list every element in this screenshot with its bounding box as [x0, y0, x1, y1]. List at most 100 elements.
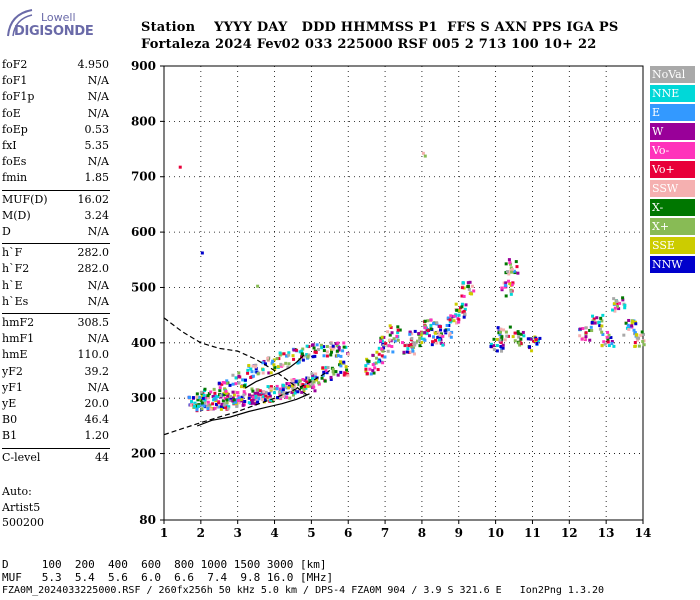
echo-point	[346, 352, 350, 356]
echo-point	[241, 402, 245, 406]
echo-point	[439, 341, 443, 345]
param-row: foF1p N/A	[2, 90, 109, 106]
echo-point	[267, 356, 271, 360]
echo-point	[194, 404, 198, 408]
echo-point	[642, 332, 646, 336]
echo-point	[262, 390, 266, 394]
y-tick-label: 600	[131, 225, 156, 239]
echo-point	[444, 328, 448, 332]
echo-point	[396, 325, 400, 329]
echo-point	[600, 330, 604, 334]
param-name: foEp	[2, 122, 28, 136]
echo-point	[293, 390, 297, 394]
echo-point	[371, 363, 375, 367]
echo-point	[535, 339, 539, 343]
echo-point	[377, 358, 381, 362]
echo-point	[528, 337, 532, 341]
echo-point	[439, 332, 443, 336]
echo-point	[621, 296, 625, 300]
echo-point	[519, 332, 523, 336]
echo-point	[383, 355, 387, 359]
echo-point	[401, 341, 405, 345]
echo-point	[329, 375, 333, 379]
echo-point	[272, 391, 276, 395]
echo-point	[306, 376, 310, 380]
echo-point	[593, 321, 597, 325]
echo-point	[306, 355, 310, 359]
echo-point	[422, 331, 426, 335]
echo-point	[254, 396, 258, 400]
echo-point	[387, 344, 391, 348]
echo-point	[530, 349, 534, 353]
header-labels: Station YYYY DAY DDD HHMMSS P1 FFS S AXN…	[141, 20, 619, 35]
echo-point	[301, 347, 305, 351]
echo-point	[461, 281, 465, 285]
echo-point	[418, 336, 422, 340]
echo-point	[287, 386, 291, 390]
echo-point	[277, 357, 281, 361]
echo-point	[225, 401, 229, 405]
echo-point	[439, 335, 443, 339]
echo-point	[518, 340, 522, 344]
echo-point	[297, 388, 301, 392]
echo-point	[292, 381, 296, 385]
echo-point	[410, 344, 414, 348]
echo-point	[335, 349, 339, 353]
echo-point	[298, 382, 302, 386]
echo-point	[402, 350, 406, 354]
echo-point	[334, 370, 338, 374]
param-row: yE 20.0	[2, 397, 109, 413]
echo-point	[339, 354, 343, 358]
echo-point	[295, 379, 299, 383]
echo-point	[228, 399, 232, 403]
param-value: 3.24	[84, 208, 110, 222]
echo-point	[386, 349, 390, 353]
echo-point	[242, 390, 246, 394]
echo-point	[219, 395, 223, 399]
echo-point	[287, 382, 291, 386]
echo-point	[425, 332, 429, 336]
param-value: 308.5	[77, 316, 110, 329]
echo-point	[231, 373, 235, 377]
echo-point	[402, 351, 406, 355]
echo-point	[287, 353, 291, 357]
echo-point	[634, 322, 638, 326]
echo-point	[429, 323, 433, 327]
param-row: foF2 4.950	[2, 58, 109, 74]
echo-point	[340, 361, 344, 365]
echo-point	[208, 403, 212, 407]
echo-point	[231, 396, 235, 400]
x-tick-label: 9	[455, 526, 463, 540]
echo-point	[257, 395, 261, 399]
echo-point	[243, 399, 247, 403]
echo-point	[489, 343, 493, 347]
echo-point	[454, 313, 458, 317]
echo-point	[460, 302, 464, 306]
echo-point	[441, 334, 445, 338]
echo-point	[509, 283, 513, 287]
echo-point	[284, 395, 288, 399]
auto-code: 500200	[2, 516, 44, 529]
echo-point	[461, 282, 465, 286]
echo-point	[269, 389, 273, 393]
echo-point	[451, 315, 455, 319]
echo-point	[187, 395, 191, 399]
echo-point	[382, 346, 386, 350]
echo-point	[299, 382, 303, 386]
param-row: yF2 39.2	[2, 365, 109, 381]
echo-point	[346, 374, 350, 378]
echo-point	[202, 397, 206, 401]
legend-item-sse: SSE	[650, 237, 695, 254]
echo-point	[511, 335, 515, 339]
echo-point	[310, 376, 314, 380]
echo-point	[301, 383, 305, 387]
echo-point	[432, 322, 436, 326]
echo-point	[311, 355, 315, 359]
echo-point	[285, 354, 289, 358]
echo-point	[243, 379, 247, 383]
echo-point	[466, 281, 470, 285]
echo-point	[240, 395, 244, 399]
echo-point	[281, 394, 285, 398]
x-tick-label: 7	[381, 526, 389, 540]
echo-point	[251, 400, 255, 404]
